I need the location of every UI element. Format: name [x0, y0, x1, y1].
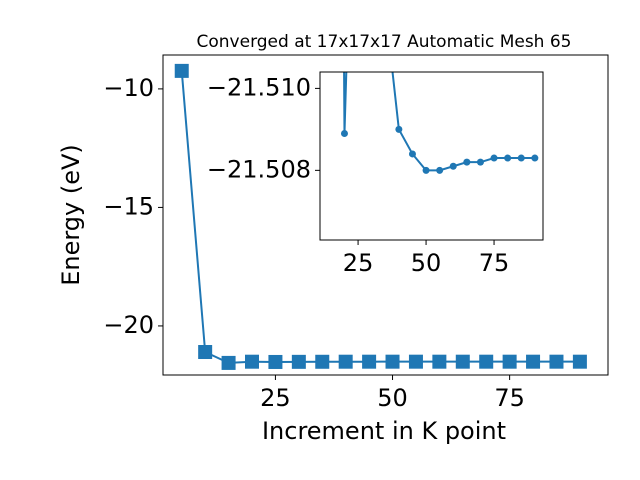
- marker: [531, 154, 539, 162]
- y-tick-label: −21.510: [207, 73, 311, 101]
- marker: [395, 125, 403, 133]
- x-tick-label: 75: [494, 384, 525, 412]
- x-tick-label: 50: [377, 384, 408, 412]
- marker: [455, 354, 470, 369]
- axes-border: [319, 71, 544, 241]
- y-tick-label: −10: [103, 74, 154, 102]
- chart-title: Converged at 17x17x17 Automatic Mesh 65: [197, 32, 572, 52]
- marker: [476, 158, 484, 166]
- marker: [268, 354, 283, 369]
- marker: [291, 354, 306, 369]
- y-tick-label: −20: [103, 311, 154, 339]
- marker: [490, 154, 498, 162]
- plot-area: [340, 72, 539, 174]
- marker: [385, 354, 400, 369]
- x-tick-label: 25: [260, 384, 291, 412]
- marker: [221, 355, 236, 370]
- marker: [245, 354, 259, 369]
- marker: [362, 354, 377, 369]
- marker: [340, 129, 348, 137]
- x-tick-label: 75: [479, 249, 510, 277]
- marker: [504, 154, 512, 162]
- marker: [422, 166, 430, 174]
- data-line: [343, 72, 535, 172]
- marker: [549, 354, 564, 369]
- marker: [463, 158, 471, 166]
- marker: [315, 354, 330, 369]
- marker: [517, 154, 525, 162]
- axes-border: [162, 54, 609, 376]
- marker: [408, 150, 416, 158]
- marker: [174, 63, 189, 78]
- marker: [338, 354, 353, 369]
- marker: [526, 354, 541, 369]
- y-tick-label: −21.508: [207, 155, 311, 183]
- marker: [572, 354, 587, 369]
- y-axis-label: Energy (eV): [57, 144, 85, 286]
- x-tick-label: 25: [343, 249, 374, 277]
- marker: [408, 354, 423, 369]
- marker: [436, 166, 444, 174]
- marker: [449, 162, 457, 170]
- marker: [502, 354, 517, 369]
- x-axis-label: Increment in K point: [262, 417, 506, 445]
- plot-area: [174, 63, 587, 370]
- y-tick-label: −15: [103, 192, 154, 220]
- x-tick-label: 50: [411, 249, 442, 277]
- marker: [198, 345, 213, 360]
- marker: [432, 354, 447, 369]
- marker: [479, 354, 494, 369]
